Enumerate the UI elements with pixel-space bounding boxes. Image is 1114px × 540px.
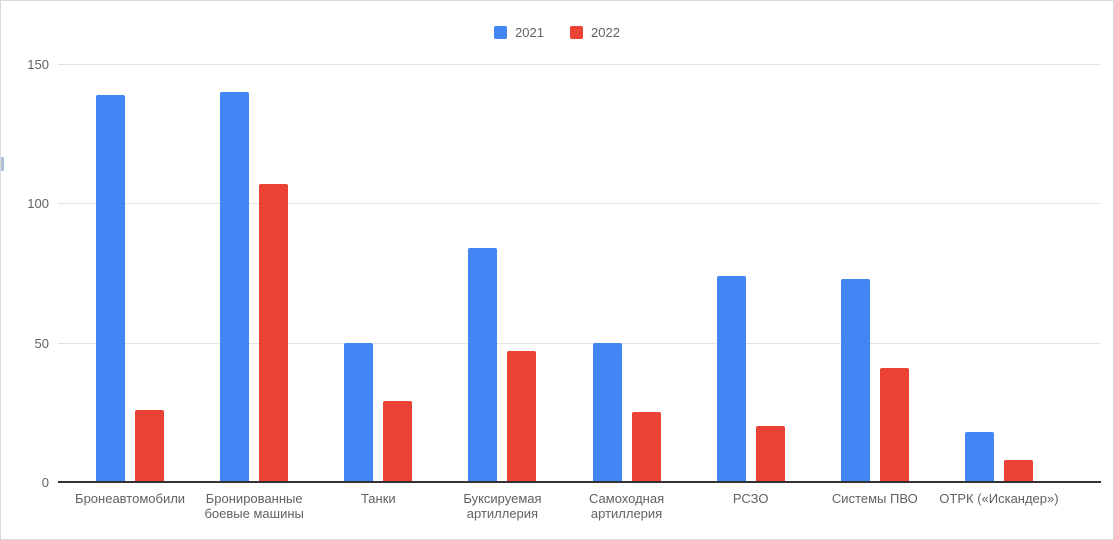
category-label: Танки <box>360 491 396 506</box>
bars <box>565 64 689 482</box>
y-tick-label-50: 50 <box>34 335 49 351</box>
bars <box>689 64 813 482</box>
gridline-100 <box>58 203 1101 205</box>
legend-item-2021: 2021 <box>494 25 544 40</box>
bars <box>440 64 564 482</box>
bar-2021 <box>344 342 374 482</box>
bar-2022 <box>879 367 909 482</box>
bar-2022 <box>135 409 165 482</box>
bar-group-1: Бронеавтомобили <box>68 64 192 506</box>
gridline-150 <box>58 64 1101 65</box>
bar-group-6: РСЗО <box>689 64 813 506</box>
bars <box>937 64 1061 482</box>
y-tick-label-100: 100 <box>27 196 49 212</box>
bar-2021 <box>220 91 250 482</box>
y-tick-label-0: 0 <box>41 475 49 490</box>
legend-label: 2022 <box>591 25 620 40</box>
bar-group-8: ОТРК («Искандер») <box>937 64 1061 506</box>
legend-swatch-icon <box>570 26 583 39</box>
bar-2021 <box>592 342 622 482</box>
x-axis-line <box>58 481 1101 483</box>
bar-group-3: Танки <box>316 64 440 506</box>
bars <box>316 64 440 482</box>
bar-2021 <box>840 278 870 482</box>
bars <box>192 64 316 482</box>
bar-2022 <box>1003 459 1033 482</box>
bar-2022 <box>631 412 661 482</box>
y-tick-label-150: 150 <box>27 57 49 72</box>
category-label: РСЗО <box>732 491 769 506</box>
bar-2022 <box>383 401 413 482</box>
bar-2021 <box>716 275 746 482</box>
left-edge-artifact <box>1 157 4 171</box>
plot-area: Бронеавтомобили Бронированные боевые маши… <box>27 57 1101 521</box>
legend-swatch-icon <box>494 26 508 39</box>
bar-2021 <box>96 94 126 482</box>
bar-2021 <box>468 247 498 482</box>
category-label: Системы ПВО <box>831 491 918 506</box>
bars <box>68 64 192 482</box>
legend: 2021 2022 <box>1 25 1113 40</box>
bar-2022 <box>755 426 785 482</box>
bar-group-2: Бронированные боевые машины <box>192 64 316 521</box>
legend-label: 2021 <box>515 25 544 40</box>
bar-2021 <box>964 431 994 482</box>
gridline-50 <box>58 342 1101 344</box>
category-label: Бронированные боевые машины <box>204 491 304 522</box>
bars <box>813 64 937 482</box>
bar-group-7: Системы ПВО <box>813 64 937 506</box>
bar-2022 <box>259 183 289 482</box>
category-label: Самоходная артиллерия <box>589 491 665 522</box>
bar-groups: Бронеавтомобили Бронированные боевые маши… <box>68 64 1061 521</box>
legend-item-2022: 2022 <box>570 25 620 40</box>
category-label: Буксируемая артиллерия <box>463 491 542 522</box>
bar-group-5: Самоходная артиллерия <box>565 64 689 521</box>
category-label: ОТРК («Искандер») <box>939 491 1059 506</box>
category-label: Бронеавтомобили <box>75 491 186 506</box>
bar-group-4: Буксируемая артиллерия <box>440 64 564 521</box>
bar-2022 <box>507 351 537 482</box>
